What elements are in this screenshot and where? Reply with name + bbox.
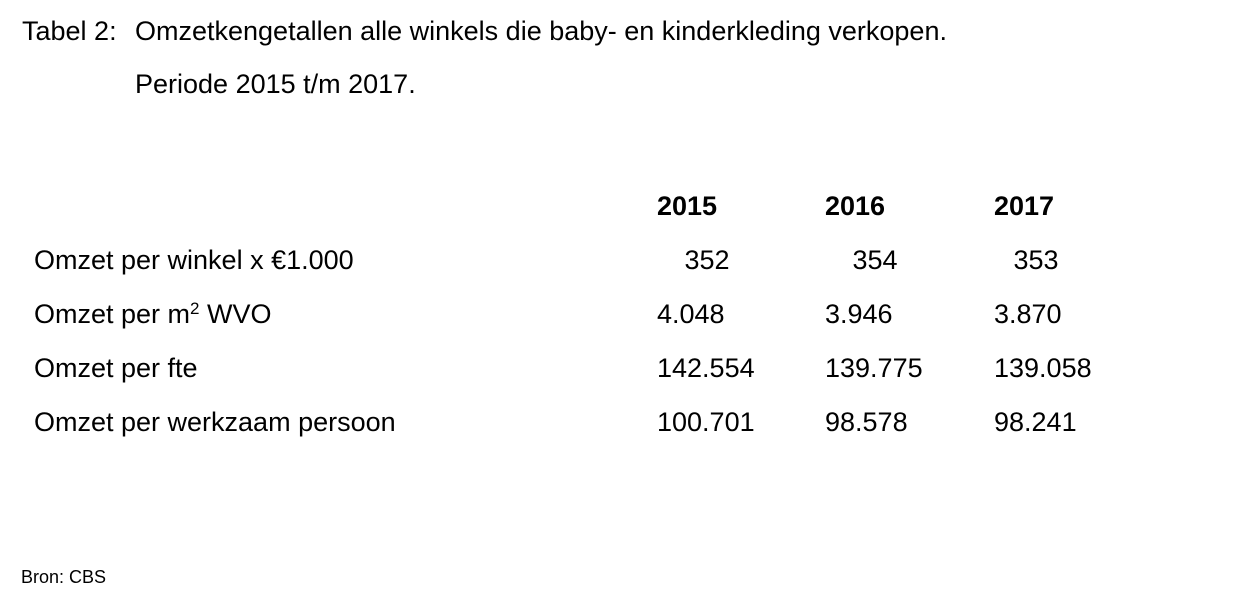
cell-omzet-per-m2-2016: 3.946 [825,299,893,329]
column-header-2017: 2017 [994,191,1055,221]
table-period: Periode 2015 t/m 2017. [135,69,416,99]
row-label-omzet-per-m2-wvo: Omzet per m2 WVO [34,297,272,331]
column-header-2016: 2016 [825,191,886,221]
table-number: Tabel 2: [22,16,117,46]
source-note: Bron: CBS [21,567,107,587]
table-title: Tabel 2: Omzetkengetallen alle winkels di… [22,14,947,48]
row-label-omzet-per-werkzaam-persoon: Omzet per werkzaam persoon [34,407,396,437]
table-title-text: Omzetkengetallen alle winkels die baby- … [135,16,947,46]
cell-omzet-per-fte-2016: 139.775 [825,353,923,383]
cell-omzet-per-persoon-2015: 100.701 [657,407,755,437]
row-label-omzet-per-fte: Omzet per fte [34,353,198,383]
cell-omzet-per-m2-2017: 3.870 [994,299,1062,329]
cell-omzet-per-persoon-2016: 98.578 [825,407,908,437]
row-label-omzet-per-winkel: Omzet per winkel x €1.000 [34,245,354,275]
superscript-two: 2 [190,299,200,318]
cell-omzet-per-winkel-2016: 354 [852,245,898,275]
cell-omzet-per-winkel-2015: 352 [684,245,730,275]
row-label-suffix: WVO [199,299,272,329]
cell-omzet-per-fte-2015: 142.554 [657,353,755,383]
cell-omzet-per-m2-2015: 4.048 [657,299,725,329]
column-header-2015: 2015 [657,191,718,221]
cell-omzet-per-fte-2017: 139.058 [994,353,1092,383]
cell-omzet-per-winkel-2017: 353 [1013,245,1059,275]
row-label-prefix: Omzet per m [34,299,191,329]
cell-omzet-per-persoon-2017: 98.241 [994,407,1077,437]
